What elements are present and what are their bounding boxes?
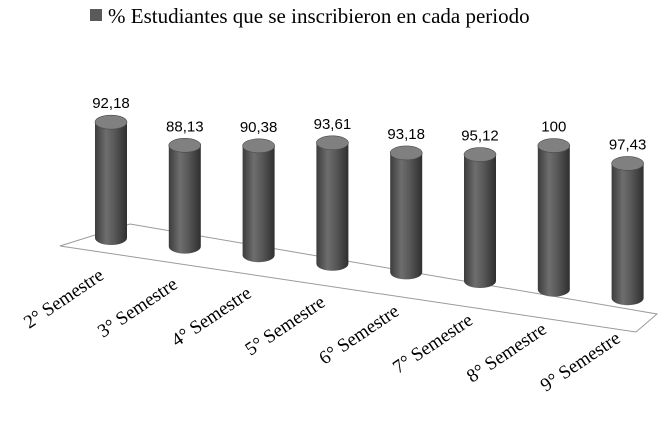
bar-body	[611, 163, 644, 306]
value-label: 88,13	[166, 118, 204, 135]
bar	[537, 138, 571, 297]
bar-top	[168, 138, 202, 153]
category-label: 2° Semestre	[20, 265, 108, 334]
legend-label: % Estudiantes que se inscribieron en cad…	[108, 4, 530, 28]
bar	[316, 135, 349, 271]
legend: % Estudiantes que se inscribieron en cad…	[90, 4, 530, 28]
bar-body	[95, 122, 127, 245]
bar-body	[537, 145, 570, 297]
bar-body	[390, 152, 423, 280]
bar	[94, 114, 128, 245]
legend-swatch	[90, 9, 102, 21]
value-label: 97,43	[609, 136, 647, 153]
value-label: 95,12	[461, 128, 499, 145]
value-label: 100	[541, 119, 566, 136]
category-label: 8° Semestre	[463, 319, 551, 388]
value-label: 93,18	[387, 126, 425, 143]
bar-top	[611, 156, 644, 171]
value-label: 93,61	[314, 116, 352, 133]
bar-body	[242, 145, 275, 263]
category-label: 5° Semestre	[242, 292, 330, 361]
bar	[168, 138, 202, 254]
bar-top	[389, 145, 423, 161]
value-label: 90,38	[240, 119, 278, 136]
bar-body	[464, 154, 496, 288]
value-labels-group: 92,18 88,13 90,38 93,61 93,18 95,12 100 97,43	[92, 95, 646, 153]
category-label: 6° Semestre	[315, 301, 403, 370]
bar-body	[316, 142, 349, 271]
bar-top	[463, 147, 497, 162]
value-label: 92,18	[92, 95, 130, 112]
category-label: 7° Semestre	[389, 310, 477, 379]
category-label: 4° Semestre	[168, 283, 256, 352]
bar	[463, 147, 497, 288]
bar-body	[168, 145, 201, 254]
category-label: 9° Semestre	[537, 328, 625, 397]
bar	[389, 145, 423, 280]
bar-top	[94, 114, 128, 130]
bar	[242, 138, 275, 263]
bar-top	[316, 135, 349, 151]
bar	[611, 156, 644, 306]
bar-top	[242, 138, 275, 154]
bar-top	[537, 138, 571, 153]
bars-group	[94, 114, 644, 306]
category-label: 3° Semestre	[94, 274, 182, 343]
